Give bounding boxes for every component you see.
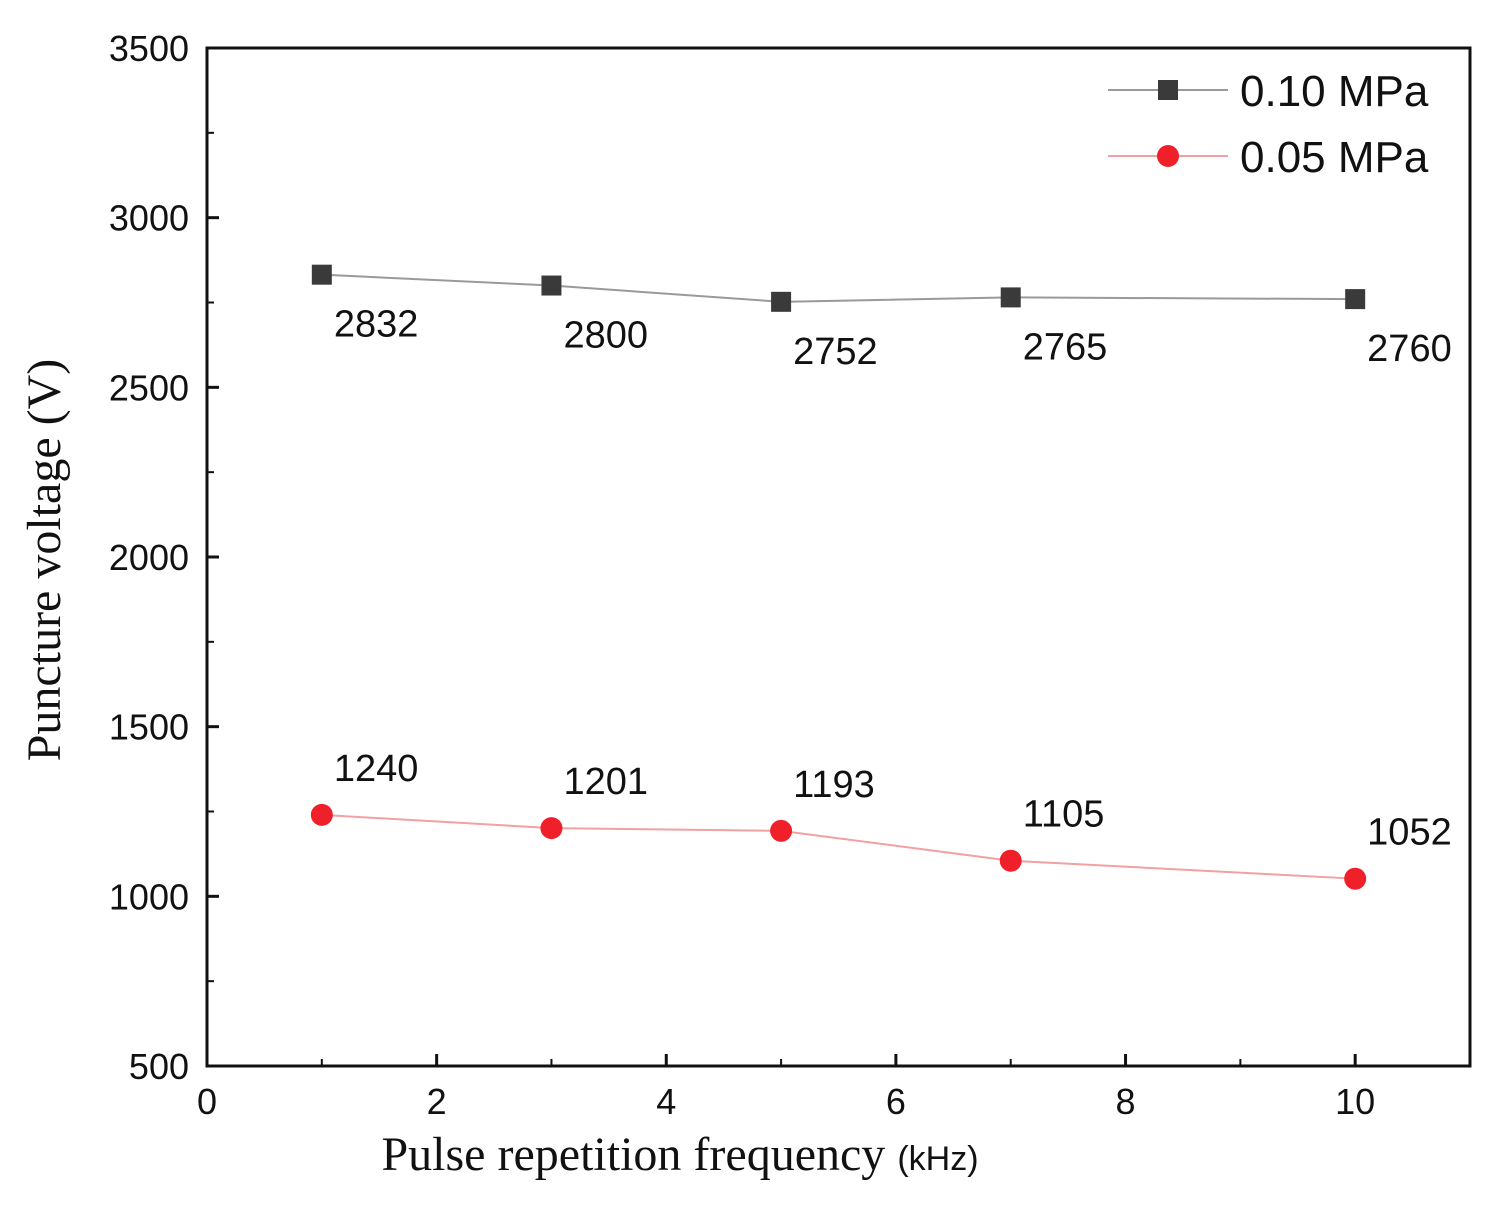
axes: 500 1000 1500 2000 2500 3000 3500 0 2 4 6 8 10 (109, 28, 1472, 1122)
data-label: 1193 (793, 764, 875, 806)
data-label: 2765 (1023, 326, 1108, 368)
x-axis-title: Pulse repetition frequency (kHz) (381, 1128, 978, 1181)
x-tick-label: 0 (197, 1081, 217, 1122)
legend-label: 0.05 MPa (1240, 133, 1429, 182)
data-label: 1240 (334, 748, 419, 790)
data-point-circle (999, 849, 1022, 872)
data-point-square (1345, 289, 1366, 310)
data-point-square (771, 291, 792, 312)
data-label: 2832 (334, 304, 419, 346)
data-point-circle (1344, 867, 1367, 890)
data-point-square (311, 264, 332, 285)
data-label: 1052 (1367, 812, 1452, 854)
x-axis-unit: (kHz) (897, 1140, 978, 1178)
y-tick-label: 500 (129, 1046, 189, 1087)
x-tick-label: 8 (1116, 1081, 1136, 1122)
y-tick-label: 1500 (109, 707, 189, 748)
legend-item-1: 0.05 MPa (1108, 133, 1429, 182)
series-0: 2832 2800 2752 2765 2760 (311, 264, 1452, 373)
legend-marker-circle (1157, 145, 1179, 167)
data-point-circle (310, 803, 333, 826)
y-tick-label: 3500 (109, 28, 189, 69)
data-point-circle (540, 817, 563, 840)
y-tick-label: 1000 (109, 876, 189, 917)
data-label: 2800 (563, 315, 648, 357)
series-group: 2832 2800 2752 2765 2760 1240 1201 1193 1105 1052 (310, 264, 1452, 890)
legend-item-0: 0.10 MPa (1108, 67, 1429, 116)
data-point-circle (770, 819, 793, 842)
x-tick-label: 2 (427, 1081, 447, 1122)
y-tick-label: 3000 (109, 198, 189, 239)
legend-marker-square (1158, 80, 1178, 100)
series-line (321, 273, 1356, 303)
plot-frame (205, 46, 1472, 1068)
data-label: 1201 (563, 761, 648, 803)
x-tick-label: 4 (656, 1081, 676, 1122)
series-line (321, 813, 1356, 880)
x-tick-label: 6 (886, 1081, 906, 1122)
data-point-square (541, 275, 562, 296)
series-1: 1240 1201 1193 1105 1052 (310, 748, 1452, 890)
legend-label: 0.10 MPa (1240, 67, 1429, 116)
data-point-square (1000, 287, 1021, 308)
y-axis-title: Puncture voltage (V) (18, 359, 71, 762)
y-tick-label: 2000 (109, 537, 189, 578)
x-axis-title-text: Pulse repetition frequency (381, 1128, 885, 1181)
legend: 0.10 MPa 0.05 MPa (1108, 67, 1429, 182)
data-label: 1105 (1023, 794, 1105, 836)
data-label: 2760 (1367, 328, 1452, 370)
x-tick-label: 10 (1335, 1081, 1375, 1122)
data-label: 2752 (793, 331, 878, 373)
y-tick-label: 2500 (109, 367, 189, 408)
